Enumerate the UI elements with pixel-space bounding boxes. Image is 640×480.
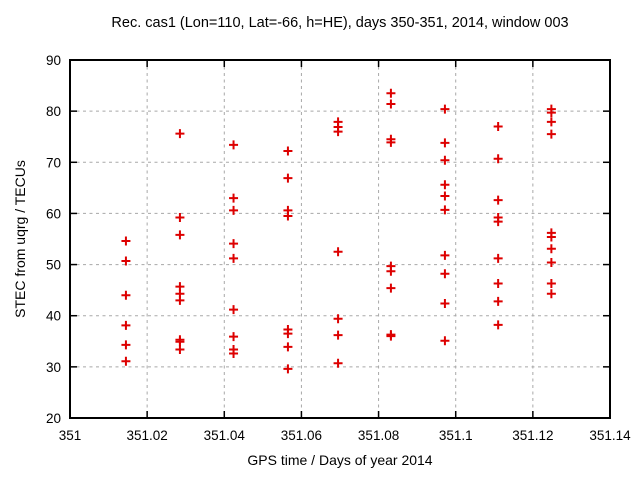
- scatter-point: [493, 121, 503, 131]
- scatter-point: [386, 283, 396, 293]
- scatter-point: [175, 129, 185, 139]
- scatter-point: [546, 108, 556, 118]
- svg-text:351.12: 351.12: [512, 428, 553, 443]
- scatter-point: [229, 239, 239, 249]
- scatter-point: [386, 266, 396, 276]
- scatter-point: [493, 253, 503, 263]
- scatter-point: [175, 337, 185, 347]
- scatter-point: [283, 146, 293, 156]
- svg-text:20: 20: [46, 411, 61, 426]
- scatter-point: [546, 129, 556, 139]
- scatter-point: [229, 253, 239, 263]
- svg-text:90: 90: [46, 53, 61, 68]
- scatter-point: [229, 332, 239, 342]
- data-points: [121, 88, 556, 374]
- scatter-point: [493, 320, 503, 330]
- scatter-point: [386, 137, 396, 147]
- scatter-point: [386, 331, 396, 341]
- svg-text:50: 50: [46, 258, 61, 273]
- scatter-point: [121, 236, 131, 246]
- scatter-point: [546, 232, 556, 242]
- svg-text:70: 70: [46, 155, 61, 170]
- svg-text:30: 30: [46, 360, 61, 375]
- scatter-point: [333, 314, 343, 324]
- svg-text:80: 80: [46, 104, 61, 119]
- scatter-point: [121, 256, 131, 266]
- scatter-point: [546, 278, 556, 288]
- scatter-point: [386, 88, 396, 98]
- scatter-point: [333, 358, 343, 368]
- svg-text:351.1: 351.1: [439, 428, 473, 443]
- scatter-point: [121, 320, 131, 330]
- scatter-point: [440, 250, 450, 260]
- scatter-point: [283, 173, 293, 183]
- x-axis-label: GPS time / Days of year 2014: [247, 452, 433, 468]
- scatter-point: [493, 278, 503, 288]
- scatter-point: [283, 364, 293, 374]
- plot-border: [69, 59, 611, 419]
- scatter-point: [121, 356, 131, 366]
- scatter-point: [440, 191, 450, 201]
- scatter-point: [283, 211, 293, 221]
- scatter-point: [546, 289, 556, 299]
- svg-text:40: 40: [46, 309, 61, 324]
- scatter-point: [386, 99, 396, 109]
- scatter-point: [229, 140, 239, 150]
- scatter-point: [546, 258, 556, 268]
- scatter-point: [229, 305, 239, 315]
- scatter-point: [440, 336, 450, 346]
- scatter-point: [493, 217, 503, 227]
- y-tick-labels: 20 30 40 50 60 70 80 90: [46, 53, 61, 426]
- scatter-point: [440, 138, 450, 148]
- svg-text:351.06: 351.06: [281, 428, 322, 443]
- scatter-point: [229, 193, 239, 203]
- scatter-point: [121, 290, 131, 300]
- scatter-point: [175, 344, 185, 354]
- scatter-point: [175, 230, 185, 240]
- svg-text:351.04: 351.04: [204, 428, 246, 443]
- scatter-point: [175, 213, 185, 223]
- scatter-point: [229, 205, 239, 215]
- scatter-point: [229, 349, 239, 359]
- svg-text:351: 351: [59, 428, 82, 443]
- scatter-point: [493, 195, 503, 205]
- scatter-point: [440, 205, 450, 215]
- chart-title: Rec. cas1 (Lon=110, Lat=-66, h=HE), days…: [111, 15, 569, 31]
- scatter-point: [440, 104, 450, 114]
- svg-text:60: 60: [46, 206, 61, 221]
- grid-lines: [70, 60, 610, 418]
- scatter-point: [440, 155, 450, 165]
- svg-text:351.08: 351.08: [358, 428, 399, 443]
- x-tick-labels: 351 351.02 351.04 351.06 351.08 351.1 351.12 35…: [59, 428, 631, 443]
- scatter-point: [283, 342, 293, 352]
- scatter-point: [440, 298, 450, 308]
- scatter-point: [546, 117, 556, 127]
- svg-text:351.02: 351.02: [126, 428, 167, 443]
- scatter-point: [283, 329, 293, 339]
- y-axis-label: STEC from uqrg / TECUs: [12, 160, 28, 318]
- scatter-point: [440, 180, 450, 190]
- scatter-point: [121, 340, 131, 350]
- scatter-point: [546, 244, 556, 254]
- svg-text:351.14: 351.14: [589, 428, 631, 443]
- scatter-point: [493, 154, 503, 164]
- scatter-point: [333, 330, 343, 340]
- scatter-point: [175, 295, 185, 305]
- scatter-point: [333, 247, 343, 257]
- axis-ticks: [69, 59, 611, 419]
- scatter-point: [333, 127, 343, 137]
- scatter-point: [440, 269, 450, 279]
- scatter-point: [493, 296, 503, 306]
